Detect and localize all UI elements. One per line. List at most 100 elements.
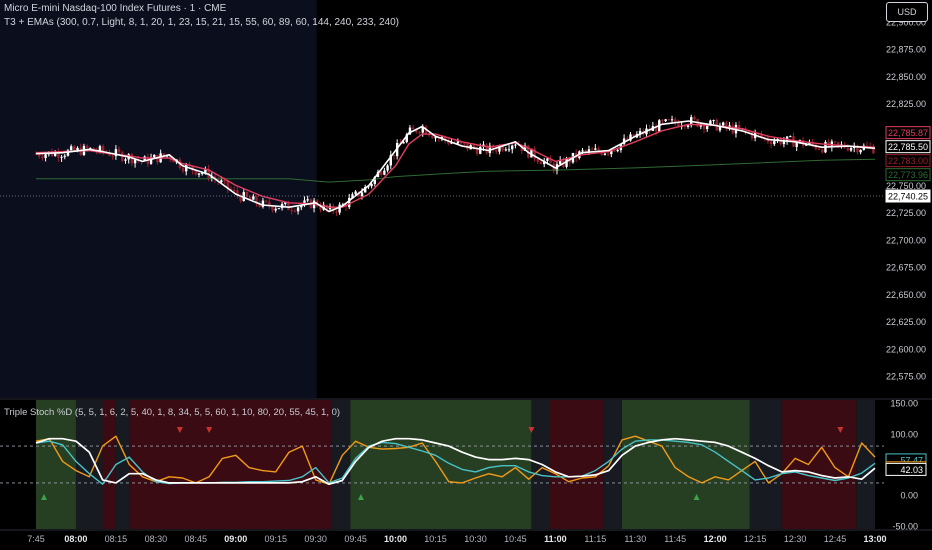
candle-body: [63, 155, 66, 157]
candle-body: [459, 141, 463, 144]
oscillator-zone-neutral: [856, 400, 875, 529]
candle-body: [373, 176, 376, 184]
oscillator-tick-label: 100.00: [890, 429, 918, 439]
candle-body: [111, 155, 114, 157]
candle-body: [472, 145, 476, 149]
candle-body: [290, 210, 293, 212]
candle-body: [306, 199, 309, 201]
time-tick-label: 12:30: [784, 534, 807, 544]
candle-body: [89, 147, 92, 149]
buy-marker-icon: [693, 494, 700, 500]
price-label-box: [885, 126, 931, 140]
candle-body: [386, 165, 389, 171]
candle-body: [261, 200, 265, 207]
candle-body: [610, 150, 613, 155]
candle-body: [130, 154, 134, 164]
candle-body: [795, 142, 798, 147]
candle-body: [590, 149, 594, 151]
candle-body: [245, 192, 249, 197]
candle-body: [597, 148, 600, 152]
price-tick-label: 22,575.00: [886, 372, 926, 382]
chart-title: Micro E-mini Nasdaq-100 Index Futures · …: [4, 3, 227, 14]
candle-body: [616, 150, 619, 152]
candle-body: [124, 159, 127, 161]
time-tick-label: 11:15: [584, 534, 606, 544]
candle-body: [504, 149, 508, 151]
candle-body: [69, 146, 73, 151]
candle-body: [846, 147, 850, 151]
price-tick-label: 22,675.00: [886, 263, 926, 273]
candle-body: [491, 145, 495, 151]
candle-body: [606, 153, 610, 155]
candle-body: [258, 203, 261, 207]
price-label-box: [885, 154, 931, 168]
candle-body: [558, 160, 562, 165]
candle-body: [725, 122, 728, 128]
candle-body: [485, 144, 488, 154]
candle-body: [169, 155, 172, 159]
candle-body: [332, 206, 335, 212]
time-tick-label: 11:45: [664, 534, 686, 544]
candle-body: [712, 119, 715, 121]
oscillator-zone-bear: [102, 400, 116, 529]
candle-body: [252, 196, 255, 200]
candle-body: [533, 148, 536, 159]
candle-body: [542, 160, 546, 165]
candle-body: [584, 150, 587, 152]
candle-body: [587, 149, 591, 152]
candle-body: [274, 208, 277, 211]
oscillator-zone-bear: [781, 400, 857, 529]
candle-body: [622, 138, 626, 144]
candle-body: [833, 141, 837, 143]
oscillator-zone-bull: [621, 400, 750, 529]
candle-body: [76, 147, 79, 151]
candle-body: [133, 159, 137, 164]
candle-body: [603, 153, 607, 155]
candle-body: [431, 135, 434, 139]
candle-body: [185, 164, 188, 172]
candle-body: [121, 152, 124, 161]
oscillator-zone-neutral: [331, 400, 351, 529]
candle-body: [191, 165, 194, 171]
sell-marker-icon: [176, 427, 183, 433]
time-tick-label: 08:30: [145, 534, 168, 544]
indicator-label: T3 + EMAs (300, 0.7, Light, 8, 1, 20, 1,…: [4, 17, 399, 28]
candle-body: [402, 142, 405, 144]
price-tick-label: 22,900.00: [886, 17, 926, 27]
candle-body: [418, 132, 421, 134]
candle-body: [677, 122, 680, 127]
candle-body: [405, 134, 408, 143]
candle-body: [348, 197, 351, 208]
candle-body: [581, 150, 584, 152]
oscillator-tick-label: -50.00: [892, 521, 918, 531]
slow-ema-line: [36, 158, 876, 183]
price-label-box: [885, 168, 931, 182]
candle-body: [702, 124, 706, 129]
candle-body: [351, 194, 354, 198]
time-tick-label: 11:30: [624, 534, 646, 544]
candle-body: [364, 187, 367, 193]
candle-body: [370, 183, 373, 187]
candle-body: [495, 150, 498, 152]
candle-body: [817, 148, 821, 150]
candle-body: [181, 167, 185, 172]
price-label: 22,783.00: [888, 156, 928, 166]
candle-body: [450, 142, 453, 144]
candle-body: [268, 201, 271, 207]
candle-body: [392, 154, 396, 157]
buy-marker-icon: [357, 494, 364, 500]
candle-body: [415, 128, 418, 133]
candle-body: [201, 172, 204, 174]
candle-body: [443, 136, 447, 141]
oscillator-zone-neutral: [75, 400, 103, 529]
candle-body: [632, 134, 635, 138]
oscillator-zone-bear: [550, 400, 604, 529]
candle-body: [204, 168, 207, 173]
candle-body: [613, 150, 616, 152]
currency-button[interactable]: USD: [886, 2, 928, 22]
oscillator-title: Triple Stoch %D (5, 5, 1, 6, 2, 5, 40, 1…: [4, 407, 340, 418]
price-label: 22,785.50: [888, 142, 928, 152]
candle-body: [638, 130, 642, 135]
buy-marker-icon: [40, 494, 47, 500]
